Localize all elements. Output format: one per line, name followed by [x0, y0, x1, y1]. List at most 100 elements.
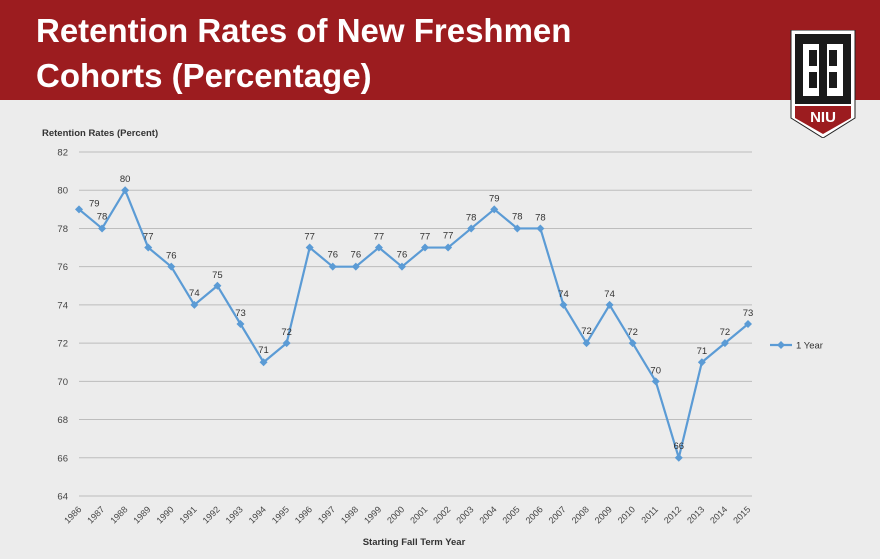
y-tick-label: 70: [57, 377, 68, 388]
x-tick-label: 2011: [639, 504, 660, 525]
data-label: 77: [304, 232, 315, 243]
data-point: [536, 224, 545, 233]
x-tick-label: 1994: [247, 504, 268, 525]
x-tick-label: 1988: [108, 504, 129, 525]
data-point: [421, 243, 430, 252]
data-point: [720, 339, 729, 348]
data-label: 74: [558, 289, 569, 300]
data-point: [236, 320, 245, 328]
x-tick-label: 1998: [339, 504, 360, 525]
series-1-year: [75, 186, 752, 462]
y-tick-label: 80: [57, 186, 68, 197]
x-tick-label: 2003: [454, 504, 475, 525]
data-label: 77: [374, 232, 385, 243]
y-tick-label: 64: [57, 492, 68, 503]
gridlines: [79, 151, 752, 497]
data-point: [628, 339, 637, 348]
data-label: 74: [189, 288, 200, 299]
x-tick-label: 1996: [293, 504, 314, 525]
legend-label: 1 Year: [796, 341, 823, 352]
data-point: [697, 358, 706, 367]
data-label: 76: [327, 250, 338, 261]
data-label: 71: [258, 345, 269, 356]
data-point: [605, 300, 614, 309]
data-label: 72: [581, 326, 592, 337]
data-label: 76: [166, 251, 177, 262]
data-point: [490, 205, 499, 214]
data-point: [444, 243, 453, 252]
data-point: [305, 243, 314, 252]
x-tick-label: 2009: [593, 504, 614, 525]
x-tick-label: 2013: [685, 504, 706, 525]
data-label: 71: [697, 346, 708, 357]
y-tick-label: 72: [57, 339, 68, 350]
data-label: 66: [674, 441, 685, 452]
x-tick-label: 2006: [524, 504, 545, 525]
x-tick-label: 1993: [224, 504, 245, 525]
data-label: 75: [212, 270, 223, 281]
logo-text: NIU: [810, 109, 836, 126]
x-tick-label: 2015: [731, 504, 752, 525]
data-point: [190, 300, 199, 309]
data-label: 76: [397, 250, 408, 261]
x-tick-label: 1999: [362, 504, 383, 525]
x-tick-label: 2002: [431, 504, 452, 525]
y-axis-label: Retention Rates (Percent): [42, 128, 158, 139]
data-point: [374, 243, 383, 252]
data-label: 77: [443, 231, 454, 242]
data-label: 79: [89, 198, 100, 209]
x-tick-label: 1990: [154, 504, 175, 525]
x-tick-label: 1991: [178, 504, 199, 525]
data-label: 77: [420, 232, 431, 243]
data-point: [144, 243, 153, 252]
data-label: 77: [143, 232, 154, 243]
title-banner: [0, 0, 880, 100]
data-label: 70: [650, 365, 661, 376]
data-point: [98, 224, 107, 233]
x-tick-label: 2007: [547, 504, 568, 525]
x-tick-label: 1989: [131, 504, 152, 525]
x-tick-label: 2004: [477, 504, 498, 525]
data-point: [167, 262, 176, 271]
data-label: 79: [489, 193, 500, 204]
y-tick-label: 66: [57, 453, 68, 464]
y-tick-label: 74: [57, 300, 68, 311]
data-label: 72: [281, 327, 292, 338]
x-tick-label: 1995: [270, 504, 291, 525]
data-point: [559, 300, 568, 309]
data-point: [582, 339, 591, 348]
data-label: 76: [351, 250, 362, 261]
data-point: [75, 205, 83, 214]
niu-logo: NIU: [790, 30, 856, 138]
series-line: [78, 189, 749, 459]
x-tick-label: 2014: [708, 504, 729, 525]
x-tick-label: 2001: [408, 504, 429, 525]
y-tick-labels: 64 66 68 70 72 74 76 78 80 82: [57, 148, 68, 503]
legend: 1 Year: [770, 341, 823, 352]
data-label: 72: [627, 327, 638, 338]
data-label: 80: [120, 174, 131, 185]
x-tick-label: 2008: [570, 504, 591, 525]
slide-title-line-1: Retention Rates of New Freshmen: [36, 12, 572, 49]
data-labels: 79 78 80 77 76 74 75 73 71 72 77 76 76 77 76 77 77 78 79 78…: [89, 174, 753, 452]
x-tick-labels: 1986 1987 1988 1989 1990 1991 1992 1993 1994 1995…: [62, 504, 752, 525]
x-tick-label: 1987: [85, 504, 106, 525]
data-point: [513, 224, 522, 233]
data-label: 78: [466, 212, 477, 223]
data-point: [282, 339, 291, 348]
y-tick-label: 68: [57, 415, 68, 426]
x-tick-label: 1992: [201, 504, 222, 525]
data-point: [744, 320, 752, 328]
x-axis-label: Starting Fall Term Year: [363, 537, 466, 548]
data-label: 73: [743, 308, 754, 319]
x-tick-label: 2012: [662, 504, 683, 525]
y-tick-label: 76: [57, 262, 68, 273]
y-tick-label: 78: [57, 224, 68, 235]
slide-title: Retention Rates of New Freshmen Cohorts …: [36, 8, 571, 98]
x-tick-label: 2005: [500, 504, 521, 525]
x-tick-label: 1997: [316, 504, 337, 525]
data-label: 72: [720, 327, 731, 338]
data-point: [651, 377, 660, 386]
data-point: [674, 453, 683, 462]
